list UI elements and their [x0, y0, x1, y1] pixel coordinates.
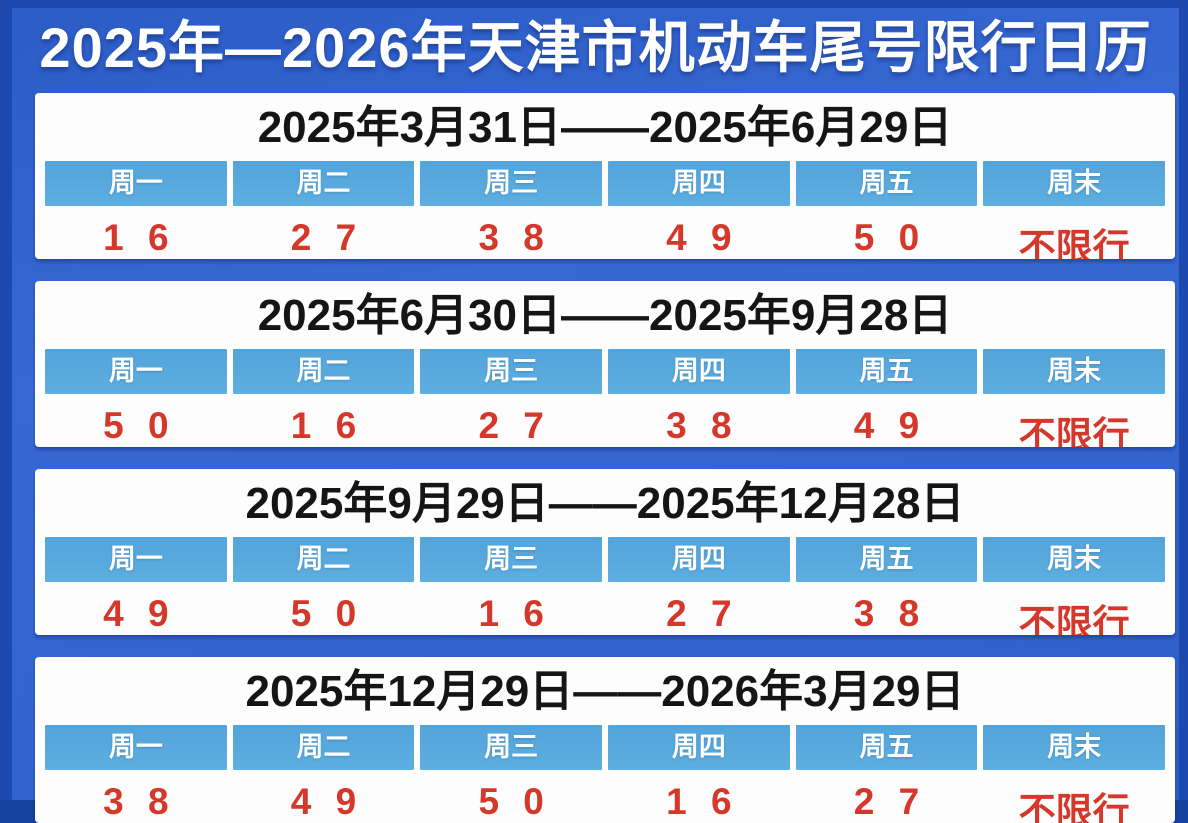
restricted-numbers-wed: 1 6	[478, 593, 544, 635]
weekday-header-wed: 周三	[420, 537, 602, 583]
weekday-header-wed: 周三	[420, 725, 602, 771]
restricted-numbers-wed: 3 8	[478, 217, 544, 259]
restricted-numbers-weekend: 不限行	[1018, 791, 1130, 823]
restricted-numbers-weekend: 不限行	[1018, 415, 1130, 448]
period-range: 2025年6月30日——2025年9月28日	[257, 291, 953, 341]
weekday-header-tue: 周二	[232, 161, 415, 207]
weekday-header-mon: 周一	[45, 725, 227, 771]
restricted-numbers-wed: 2 7	[478, 405, 544, 447]
weekday-header-wed: 周三	[420, 161, 602, 207]
restriction-table: 周一 周二 周三 周四 周五 周末 1 6 2 7 3 8 4 9 5 0 不限…	[45, 161, 1165, 259]
weekday-header-fri: 周五	[795, 161, 978, 207]
weekday-header-weekend: 周末	[983, 349, 1165, 395]
weekday-header-mon: 周一	[45, 537, 227, 583]
period-range: 2025年12月29日——2026年3月29日	[245, 667, 965, 717]
period-range: 2025年9月29日——2025年12月28日	[245, 479, 965, 529]
restricted-numbers-weekend: 不限行	[1018, 603, 1130, 636]
restricted-numbers-tue: 4 9	[290, 781, 357, 823]
weekday-header-tue: 周二	[232, 725, 415, 771]
weekday-header-fri: 周五	[795, 349, 978, 395]
page-title: 2025年—2026年天津市机动车尾号限行日历	[39, 16, 1152, 79]
weekday-header-weekend: 周末	[983, 725, 1165, 771]
restricted-numbers-mon: 3 8	[103, 781, 169, 823]
weekday-header-thu: 周四	[608, 537, 790, 583]
restriction-table: 周一 周二 周三 周四 周五 周末 5 0 1 6 2 7 3 8 4 9 不限…	[45, 349, 1165, 447]
restriction-table: 周一 周二 周三 周四 周五 周末 3 8 4 9 5 0 1 6 2 7 不限…	[45, 725, 1165, 823]
restricted-numbers-thu: 4 9	[666, 217, 732, 259]
restricted-numbers-thu: 2 7	[666, 593, 732, 635]
weekday-header-mon: 周一	[45, 161, 227, 207]
restricted-numbers-fri: 3 8	[853, 593, 920, 635]
restricted-numbers-thu: 3 8	[666, 405, 732, 447]
period-card-q4: 2025年12月29日——2026年3月29日 周一 周二 周三 周四 周五 周…	[35, 657, 1175, 823]
restricted-numbers-mon: 4 9	[103, 593, 169, 635]
period-card-q1: 2025年3月31日——2025年6月29日 周一 周二 周三 周四 周五 周末…	[35, 93, 1175, 260]
restricted-numbers-thu: 1 6	[666, 781, 732, 823]
restricted-numbers-fri: 2 7	[853, 781, 920, 823]
weekday-header-thu: 周四	[608, 349, 790, 395]
weekday-header-tue: 周二	[232, 349, 415, 395]
weekday-header-fri: 周五	[795, 725, 978, 771]
restricted-numbers-weekend: 不限行	[1018, 227, 1130, 260]
restricted-numbers-fri: 5 0	[853, 217, 920, 259]
weekday-header-mon: 周一	[45, 349, 227, 395]
weekday-header-thu: 周四	[608, 725, 790, 771]
period-card-q3: 2025年9月29日——2025年12月28日 周一 周二 周三 周四 周五 周…	[35, 469, 1175, 636]
period-card-q2: 2025年6月30日——2025年9月28日 周一 周二 周三 周四 周五 周末…	[35, 281, 1175, 448]
restricted-numbers-tue: 5 0	[290, 593, 357, 635]
restricted-numbers-tue: 1 6	[290, 405, 357, 447]
restricted-numbers-wed: 5 0	[478, 781, 544, 823]
weekday-header-fri: 周五	[795, 537, 978, 583]
weekday-header-wed: 周三	[420, 349, 602, 395]
weekday-header-thu: 周四	[608, 161, 790, 207]
weekday-header-weekend: 周末	[983, 537, 1165, 583]
restricted-numbers-tue: 2 7	[290, 217, 357, 259]
weekday-header-weekend: 周末	[983, 161, 1165, 207]
period-range: 2025年3月31日——2025年6月29日	[257, 103, 953, 153]
weekday-header-tue: 周二	[232, 537, 415, 583]
restricted-numbers-mon: 1 6	[103, 217, 169, 259]
restricted-numbers-mon: 5 0	[103, 405, 169, 447]
restriction-table: 周一 周二 周三 周四 周五 周末 4 9 5 0 1 6 2 7 3 8 不限…	[45, 537, 1165, 635]
restricted-numbers-fri: 4 9	[853, 405, 920, 447]
